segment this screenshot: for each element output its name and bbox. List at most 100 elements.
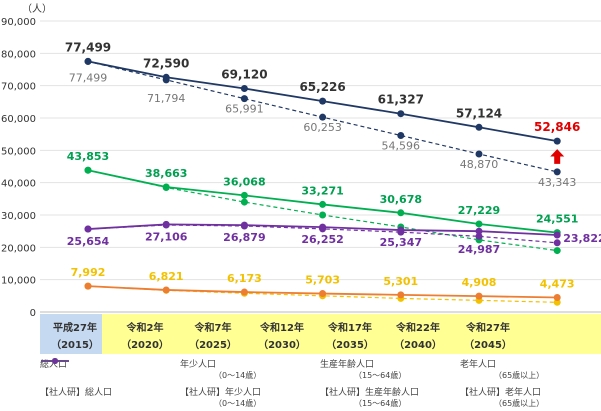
data-point: [240, 191, 248, 199]
data-label: 25,654: [67, 235, 110, 248]
y-tick-label: 30,000: [1, 211, 36, 222]
legend-label: 老年人口: [460, 360, 497, 370]
data-point: [553, 137, 561, 145]
legend-sublabel: （15～64歳）: [354, 399, 407, 408]
y-tick-label: 70,000: [1, 82, 36, 93]
x-tick-era: 令和12年: [259, 321, 304, 334]
legend-sublabel: （65歳以上）: [494, 399, 545, 408]
y-tick-label: 10,000: [1, 276, 36, 287]
up-arrow-icon: [550, 149, 565, 164]
data-label: 77,499: [65, 40, 111, 54]
data-label: 72,590: [143, 56, 189, 70]
x-tick-year: （2020）: [121, 338, 169, 351]
data-point: [553, 239, 561, 247]
legend-sublabel: （0～14歳）: [214, 371, 262, 380]
x-tick-era: 令和27年: [465, 321, 510, 334]
data-label: 23,822: [563, 232, 601, 245]
data-label: 5,703: [305, 274, 340, 287]
data-point: [84, 166, 92, 174]
legend-sublabel: （65歳以上）: [494, 371, 545, 380]
data-label: 5,301: [383, 275, 418, 288]
legend-label: 年少人口: [180, 360, 217, 370]
data-point: [240, 95, 248, 103]
x-tick-era: 令和22年: [395, 321, 440, 334]
x-tick-era: 令和7年: [194, 321, 232, 334]
data-label: 60,253: [303, 121, 342, 134]
data-point: [553, 247, 561, 255]
data-label: 24,551: [536, 213, 578, 226]
data-label: 57,124: [456, 106, 502, 120]
data-label: 38,663: [145, 167, 187, 180]
data-point: [162, 73, 170, 81]
y-tick-label: 50,000: [1, 146, 36, 157]
data-point: [319, 211, 327, 219]
legend: 総人口 年少人口 （0～14歳） 生産年齢人口 （15～64歳） 老年人口 （65歳以上）【…: [40, 357, 600, 411]
data-point: [319, 223, 327, 231]
data-label: 30,678: [380, 193, 422, 206]
data-point: [397, 131, 405, 139]
legend-label: 【社人研】総人口: [40, 388, 113, 398]
data-point: [475, 220, 483, 228]
data-point: [319, 290, 327, 298]
y-tick-label: 90,000: [1, 17, 36, 28]
x-tick-era: 令和2年: [126, 321, 164, 334]
data-point: [162, 286, 170, 294]
band-base-year: [40, 314, 102, 354]
data-label: 4,908: [462, 276, 497, 289]
legend-item: 老年人口 （65歳以上）: [41, 357, 600, 383]
data-point: [84, 282, 92, 290]
legend-label: 【社人研】老年人口: [460, 388, 542, 398]
x-tick-year: （2015）: [51, 338, 99, 351]
data-point: [162, 220, 170, 228]
data-label: 48,870: [460, 158, 499, 171]
data-label: 4,473: [540, 278, 575, 291]
data-label: 25,347: [380, 236, 422, 249]
legend-item: 【社人研】総人口: [40, 358, 180, 411]
data-point: [319, 200, 327, 208]
data-point: [84, 57, 92, 65]
data-point: [319, 113, 327, 121]
data-label: 24,987: [458, 243, 500, 256]
data-label: 33,271: [301, 184, 343, 197]
legend-label: 【社人研】生産年齢人口: [320, 388, 420, 398]
data-label: 43,343: [538, 176, 577, 189]
x-tick-era: 平成27年: [53, 321, 97, 334]
x-tick-year: （2035）: [326, 338, 374, 351]
data-label: 26,252: [301, 233, 343, 246]
data-point: [240, 198, 248, 206]
legend-item: 【社人研】年少人口 （0～14歳）: [41, 358, 320, 411]
y-tick-label: 20,000: [1, 243, 36, 254]
legend-label: 生産年齢人口: [320, 360, 375, 370]
legend-item: 年少人口 （0～14歳）: [41, 357, 320, 383]
legend-label: 総人口: [40, 360, 68, 370]
data-point: [162, 183, 170, 191]
data-label: 77,499: [69, 71, 108, 84]
legend-item: 【社人研】老年人口 （65歳以上）: [41, 358, 600, 411]
data-label: 6,173: [227, 272, 262, 285]
data-point: [553, 231, 561, 239]
data-label: 26,879: [223, 231, 265, 244]
data-point: [397, 209, 405, 217]
data-point: [397, 110, 405, 118]
data-label: 43,853: [67, 150, 109, 163]
data-point: [553, 294, 561, 302]
data-point: [475, 123, 483, 131]
data-point: [240, 288, 248, 296]
data-label: 27,229: [458, 204, 500, 217]
data-label: 7,992: [71, 266, 106, 279]
data-point: [475, 292, 483, 300]
data-point: [553, 168, 561, 176]
legend-item: 【社人研】生産年齢人口 （15～64歳）: [41, 358, 460, 411]
data-label: 6,821: [149, 270, 184, 283]
legend-sublabel: （15～64歳）: [354, 371, 407, 380]
data-label: 27,106: [145, 230, 188, 243]
data-point: [397, 226, 405, 234]
data-label: 69,120: [221, 68, 267, 82]
x-tick-year: （2030）: [258, 338, 306, 351]
x-tick-year: （2025）: [189, 338, 237, 351]
data-label: 71,794: [147, 92, 186, 105]
data-point: [475, 232, 483, 240]
data-point: [84, 225, 92, 233]
